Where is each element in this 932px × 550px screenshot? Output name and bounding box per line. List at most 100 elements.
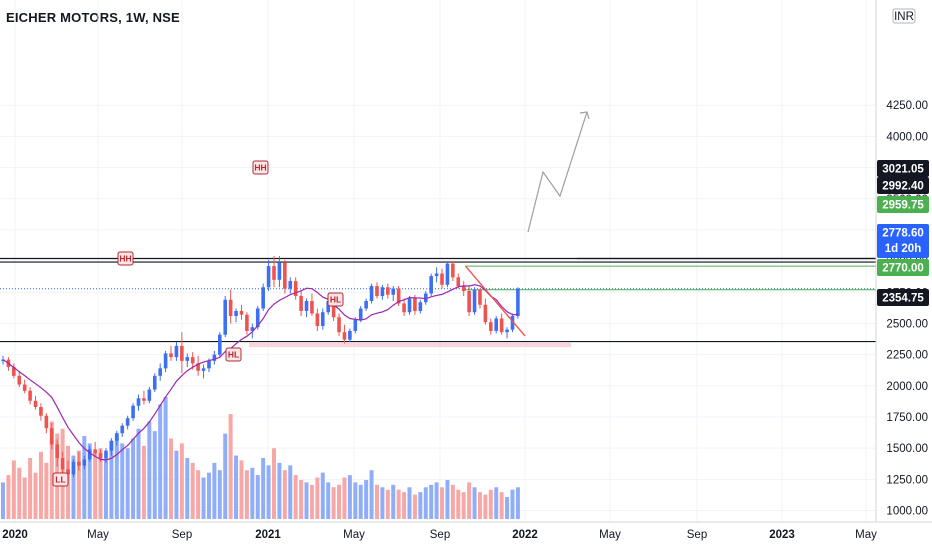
time-tick-label: 2020	[2, 529, 28, 541]
volume-bar	[261, 458, 266, 519]
chart-title: EICHER MOTORS, 1W, NSE	[6, 10, 180, 25]
price-tag-label: 2992.40	[882, 181, 924, 193]
candle-body	[44, 415, 49, 429]
candle-body	[396, 288, 401, 304]
candle-body	[375, 286, 379, 297]
volume-bar	[510, 489, 515, 519]
candle-body	[147, 389, 152, 401]
candle-body	[304, 301, 309, 311]
volume-bar	[212, 462, 217, 519]
volume-bar	[320, 472, 325, 519]
volume-bar	[125, 448, 130, 519]
candle-body	[456, 277, 461, 287]
volume-bar	[201, 477, 206, 519]
candle-body	[293, 281, 298, 297]
candle-body	[77, 461, 81, 466]
candle-body	[158, 368, 162, 376]
candle-body	[190, 357, 195, 364]
candle-body	[22, 384, 27, 391]
volume-bar	[196, 470, 201, 519]
candle-body	[55, 444, 59, 459]
volume-bar	[326, 482, 331, 519]
volume-bar	[49, 421, 54, 519]
trend-drawings[interactable]	[465, 111, 876, 337]
time-tick-label: May	[343, 529, 365, 541]
volume-bar	[217, 470, 222, 519]
candlesticks[interactable]	[1, 256, 520, 481]
candle-body	[288, 281, 293, 289]
volume-bar	[93, 451, 98, 519]
volume-bar	[244, 470, 249, 519]
candle-body	[478, 289, 482, 305]
candle-body	[451, 263, 455, 278]
swing-marker-label: HH	[119, 254, 131, 264]
candle-body	[331, 301, 336, 318]
volume-bar	[169, 438, 174, 519]
candle-body	[131, 405, 135, 419]
price-tag-label: 2959.75	[882, 200, 924, 212]
candle-body	[174, 345, 179, 358]
volume-bar	[407, 487, 412, 519]
volume-bar	[6, 475, 11, 519]
time-axis[interactable]: 2020 May Sep 2021 May Sep 2022 May Sep 2023 May	[0, 521, 932, 541]
volume-bar	[440, 487, 445, 519]
volume-bar	[163, 397, 168, 519]
volume-bar	[472, 487, 477, 519]
candle-body	[461, 286, 466, 292]
volume-bar	[396, 489, 401, 519]
candle-body	[115, 433, 119, 441]
volume-bar	[337, 484, 342, 519]
volume-bar	[76, 450, 81, 519]
volume-bar	[299, 479, 304, 519]
candle-body	[33, 400, 38, 407]
swing-marker-label: HL	[228, 350, 239, 360]
swing-marker-label: LL	[55, 475, 65, 485]
volume-bar	[288, 465, 293, 519]
volume-bar	[461, 492, 466, 519]
swing-markers: HH HH HL HL LL	[52, 160, 344, 487]
candle-body	[71, 461, 76, 475]
swing-marker-label: HL	[330, 295, 341, 305]
candle-body	[212, 354, 217, 361]
candle-body	[320, 312, 325, 326]
candle-body	[299, 296, 303, 311]
candle-body	[423, 293, 428, 303]
candle-body	[489, 322, 493, 331]
candle-body	[169, 353, 173, 358]
time-tick-label: 2022	[512, 529, 538, 541]
volume-bar	[309, 484, 314, 519]
candle-body	[201, 368, 206, 371]
candle-body	[39, 406, 43, 416]
volume-bar	[38, 451, 43, 519]
volume-bar	[28, 458, 33, 519]
swing-marker-label: HH	[254, 163, 266, 173]
volume-bar	[412, 494, 417, 519]
price-tag-box	[877, 259, 929, 276]
horizontal-levels[interactable]	[0, 257, 876, 343]
candle-body	[505, 329, 509, 333]
volume-bar	[467, 482, 472, 519]
candle-body	[413, 298, 417, 311]
candle-body	[239, 310, 244, 315]
candle-body	[218, 334, 222, 355]
volume-bar	[402, 492, 407, 519]
volume-bar	[11, 460, 16, 519]
candle-body	[261, 287, 265, 309]
swing-marker-box	[225, 347, 242, 362]
price-tag-label: 2778.60	[882, 228, 924, 240]
volume-bar	[347, 475, 352, 519]
volume-bar	[17, 467, 22, 519]
candle-body	[185, 357, 190, 361]
volume-bar	[364, 479, 369, 519]
ma-line	[2, 284, 518, 461]
price-tick-label: 1500.00	[886, 443, 928, 455]
volume-bar	[374, 484, 379, 519]
candle-body	[342, 332, 347, 340]
candle-body	[391, 288, 396, 295]
candle-body	[228, 299, 233, 316]
volume-bar	[82, 436, 87, 519]
candle-body	[369, 286, 374, 302]
volume-bar	[33, 472, 38, 519]
volume-bar	[418, 492, 423, 519]
